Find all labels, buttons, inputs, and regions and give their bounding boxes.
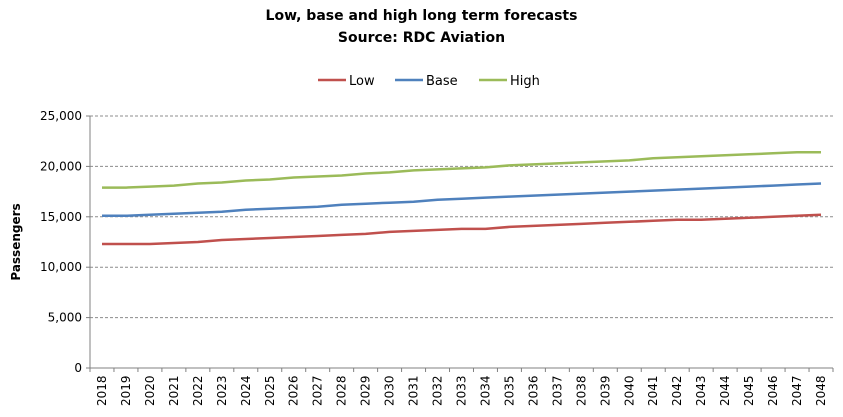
- x-tick-label: 2039: [598, 375, 612, 406]
- x-tick-label: 2047: [790, 375, 804, 406]
- y-tick-label: 20,000: [40, 159, 82, 173]
- x-tick-label: 2044: [718, 375, 732, 406]
- x-tick-label: 2020: [143, 375, 157, 406]
- y-tick-label: 5,000: [48, 311, 82, 325]
- chart-title: Low, base and high long term forecasts: [265, 8, 578, 24]
- legend-label: Base: [426, 74, 458, 89]
- x-tick-label: 2043: [694, 375, 708, 406]
- x-tick-label: 2031: [407, 375, 421, 406]
- legend-label: Low: [349, 74, 375, 89]
- legend-item-low: Low: [318, 74, 375, 89]
- series-line-high: [102, 151, 821, 189]
- x-tick-label: 2033: [455, 375, 469, 406]
- series-line-base: [102, 182, 822, 218]
- y-tick-label: 0: [74, 361, 82, 375]
- x-tick-label: 2022: [191, 375, 205, 406]
- x-tick-label: 2035: [502, 375, 516, 406]
- y-tick-label: 15,000: [40, 210, 82, 224]
- x-tick-label: 2038: [574, 375, 588, 406]
- series-lines: [102, 151, 822, 246]
- x-tick-label: 2026: [287, 375, 301, 406]
- x-tick-label: 2029: [359, 375, 373, 406]
- x-tick-label: 2032: [431, 375, 445, 406]
- x-tick-label: 2027: [311, 375, 325, 406]
- x-tick-label: 2025: [263, 375, 277, 406]
- x-tick-label: 2030: [383, 375, 397, 406]
- x-tick-label: 2024: [239, 375, 253, 406]
- x-tick-label: 2042: [670, 375, 684, 406]
- chart-subtitle: Source: RDC Aviation: [337, 30, 506, 46]
- x-tick-label: 2034: [478, 375, 492, 406]
- x-tick-label: 2048: [814, 375, 828, 406]
- x-tick-label: 2041: [646, 375, 660, 406]
- x-tick-label: 2021: [167, 375, 181, 406]
- y-tick-label: 10,000: [40, 260, 82, 274]
- y-axis: 0 5,000 10,000 15,000 20,000 25,000: [40, 109, 91, 375]
- x-tick-label: 2046: [766, 375, 780, 406]
- series-line-low: [102, 213, 822, 246]
- x-tick-label: 2036: [526, 375, 540, 406]
- legend-item-base: Base: [395, 74, 458, 89]
- x-axis: 2018 2019 2020 2021 2022 2023 2024 2025 2026 2027…: [89, 367, 834, 406]
- y-axis-label: Passengers: [9, 203, 23, 280]
- gridlines: [90, 115, 833, 319]
- legend-item-high: High: [479, 74, 540, 89]
- x-tick-label: 2023: [215, 375, 229, 406]
- legend: Low Base High: [318, 74, 540, 89]
- y-tick-label: 25,000: [40, 109, 82, 123]
- x-tick-label: 2040: [622, 375, 636, 406]
- x-tick-label: 2028: [335, 375, 349, 406]
- x-tick-label: 2045: [742, 375, 756, 406]
- legend-label: High: [510, 74, 540, 89]
- x-tick-label: 2018: [95, 375, 109, 406]
- x-tick-label: 2037: [550, 375, 564, 406]
- x-tick-label: 2019: [119, 375, 133, 406]
